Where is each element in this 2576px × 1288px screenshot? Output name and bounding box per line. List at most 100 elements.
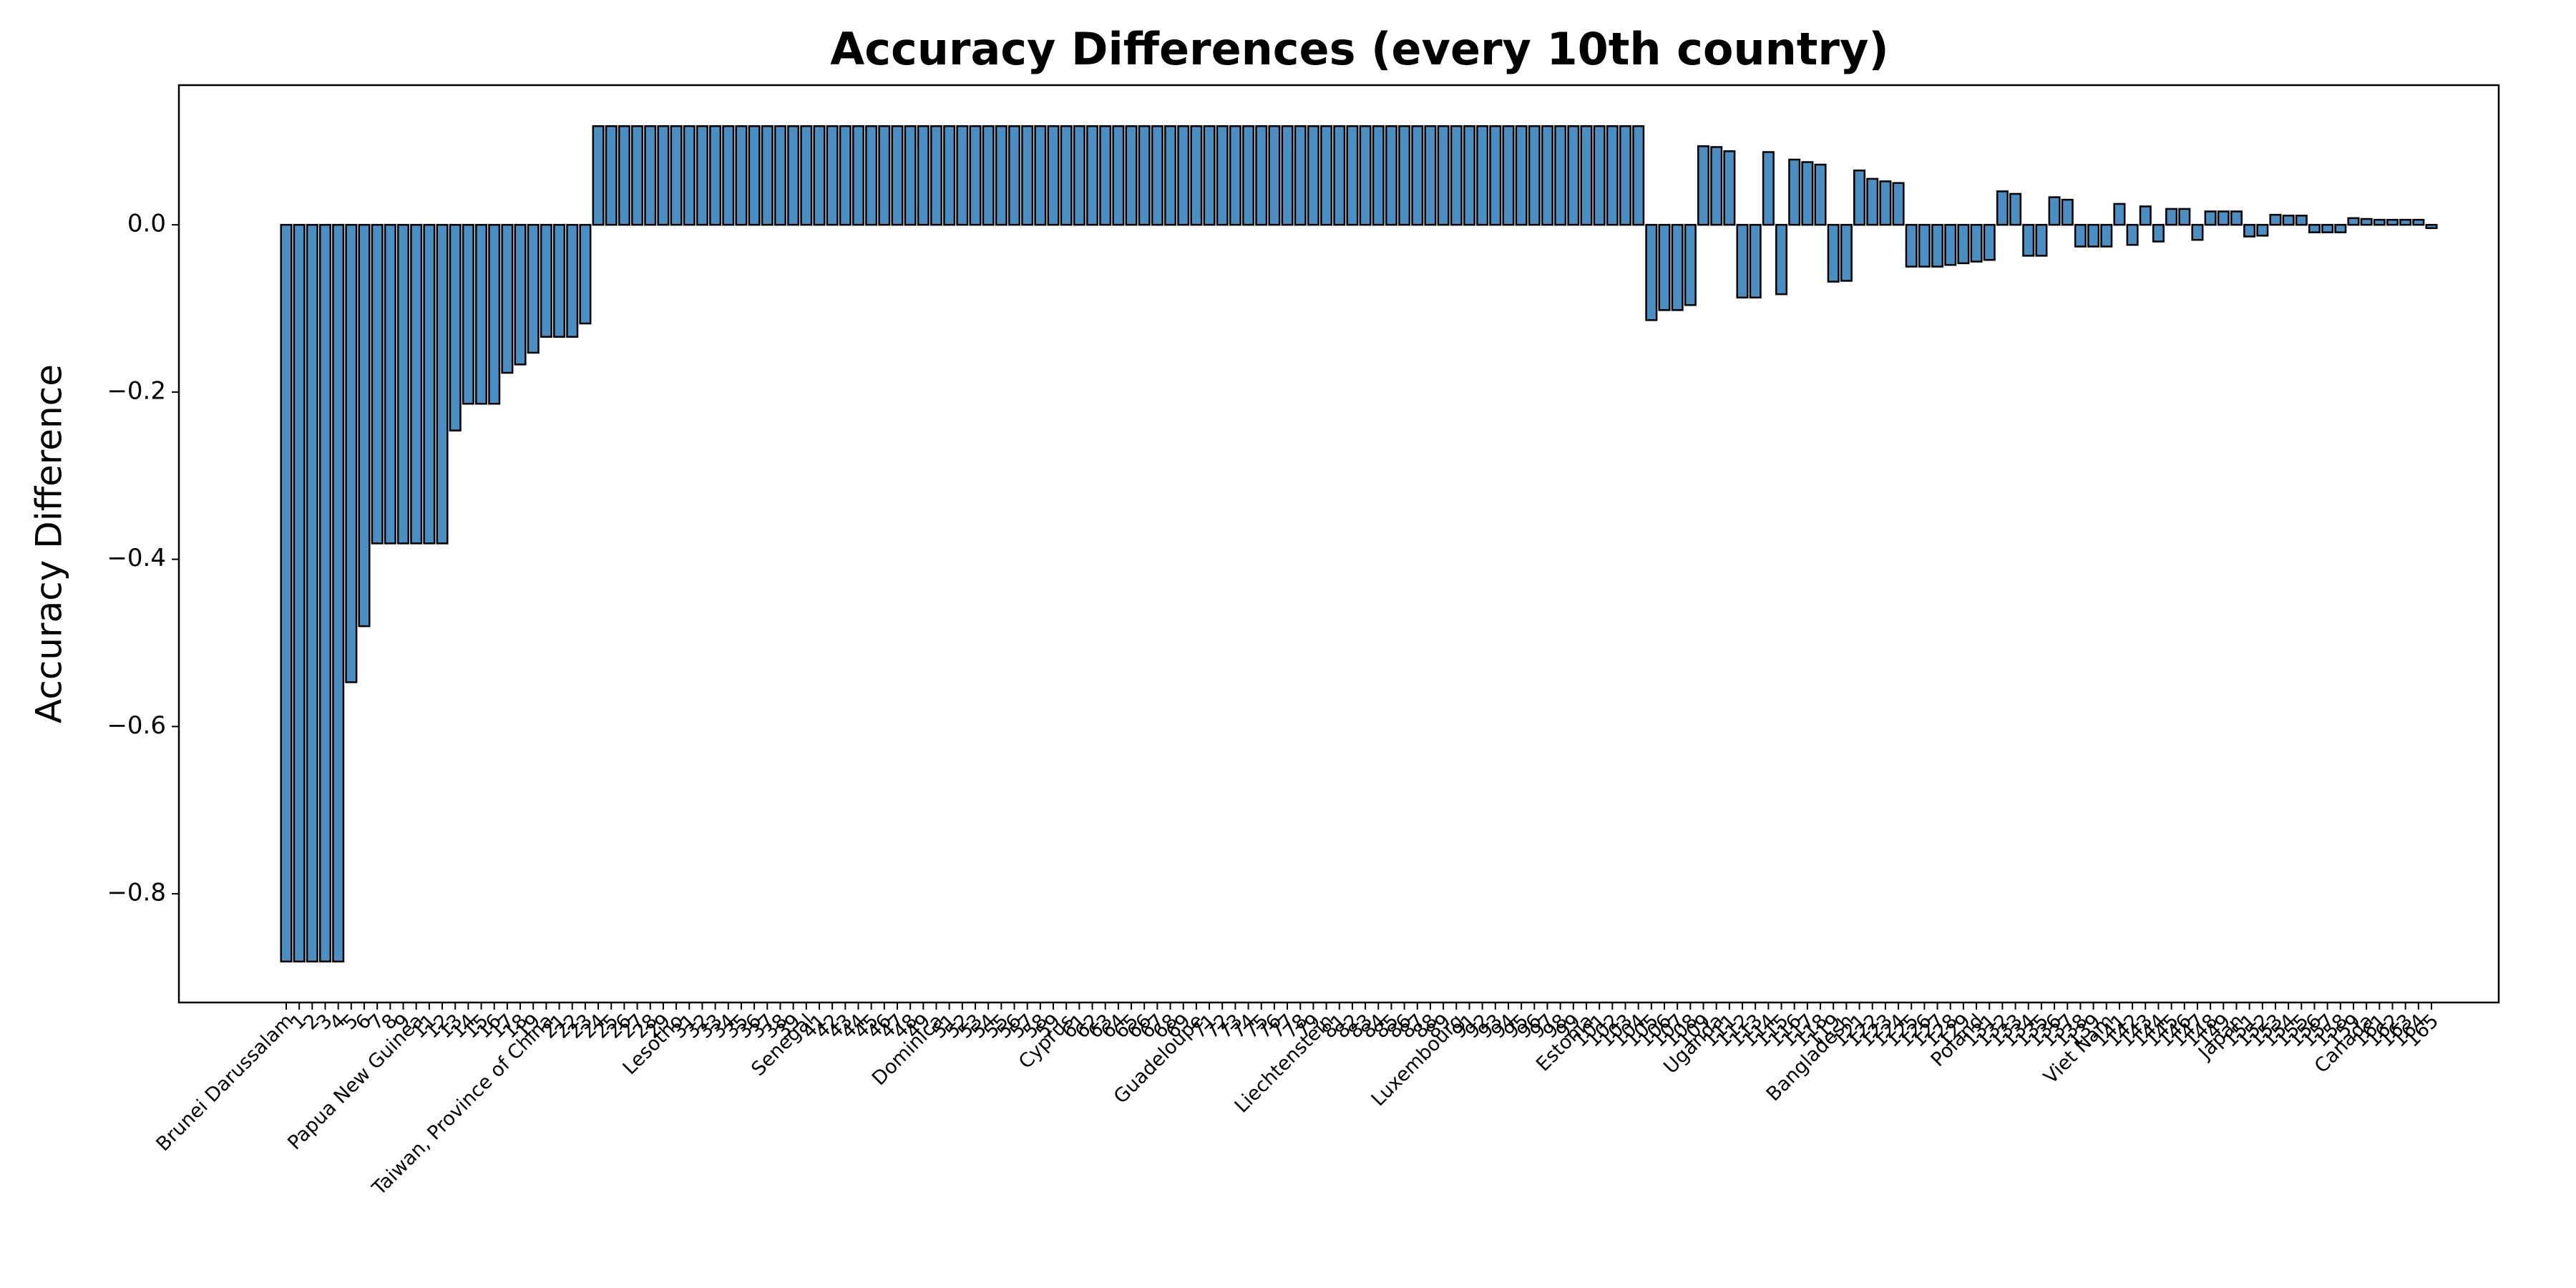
- bar: [1944, 223, 1957, 266]
- bar: [436, 223, 449, 545]
- bar: [865, 125, 878, 226]
- bar: [761, 125, 774, 226]
- chart-title: Accuracy Differences (every 10th country…: [830, 23, 1889, 75]
- bar: [592, 125, 605, 226]
- y-tick-label: −0.2: [107, 376, 166, 405]
- bar: [839, 125, 852, 226]
- bar: [1489, 125, 1502, 226]
- bar: [904, 125, 917, 226]
- bar: [2048, 196, 2061, 226]
- bar: [982, 125, 995, 226]
- bar: [657, 125, 670, 226]
- bar: [1424, 125, 1437, 226]
- bar: [540, 223, 552, 338]
- bar: [371, 223, 384, 545]
- bar: [1541, 125, 1553, 226]
- bar: [1502, 125, 1515, 226]
- bar: [384, 223, 396, 545]
- bar: [722, 125, 735, 226]
- bar: [1762, 151, 1775, 226]
- bar: [1983, 223, 1996, 261]
- bar: [1008, 125, 1021, 226]
- bar: [318, 223, 332, 962]
- bar: [1606, 125, 1619, 226]
- bar: [1528, 125, 1541, 226]
- x-tick-label: Brunei Darussalam: [152, 1010, 298, 1156]
- bar: [800, 125, 813, 226]
- bar: [1151, 125, 1163, 226]
- bar: [2308, 223, 2321, 233]
- y-axis-label: Accuracy Difference: [29, 364, 70, 723]
- bar: [1684, 223, 1697, 306]
- bar: [891, 125, 904, 226]
- bar: [1099, 125, 1112, 226]
- bar: [1177, 125, 1190, 226]
- bar: [1385, 125, 1397, 226]
- bar: [683, 125, 696, 226]
- bar: [618, 125, 630, 226]
- bar: [1775, 223, 1788, 296]
- bar: [917, 125, 930, 226]
- y-tick-label: −0.6: [107, 711, 166, 740]
- bar: [1840, 223, 1853, 282]
- bar: [514, 223, 527, 366]
- bar: [2295, 215, 2308, 226]
- bar: [1853, 169, 1866, 226]
- bar: [1047, 125, 1060, 226]
- bar: [1996, 190, 2009, 226]
- bar: [1034, 125, 1047, 226]
- bar: [995, 125, 1008, 226]
- bar: [696, 125, 708, 226]
- bar: [2100, 223, 2113, 248]
- y-tick-label: −0.4: [107, 544, 166, 572]
- bar: [2282, 215, 2295, 226]
- bar: [774, 125, 786, 226]
- bar: [670, 125, 683, 226]
- bar: [735, 125, 748, 226]
- bar: [1476, 125, 1489, 226]
- bar: [748, 125, 761, 226]
- bar: [1060, 125, 1073, 226]
- bar: [2386, 218, 2399, 226]
- bar: [1957, 223, 1970, 265]
- bar: [2425, 223, 2438, 230]
- bar: [2113, 203, 2126, 226]
- bar: [852, 125, 864, 226]
- bar: [1359, 125, 1372, 226]
- bar: [943, 125, 956, 226]
- bar: [1320, 125, 1333, 226]
- bar: [2243, 223, 2256, 238]
- bar: [1398, 125, 1411, 226]
- bar: [1216, 125, 1229, 226]
- bar: [1905, 223, 1918, 268]
- bar: [2035, 223, 2048, 257]
- bar: [1294, 125, 1307, 226]
- bar: [1931, 223, 1944, 268]
- bar: [930, 125, 943, 226]
- y-tick-label: 0.0: [127, 210, 166, 238]
- bar: [631, 125, 644, 226]
- bar: [1138, 125, 1151, 226]
- bar: [1879, 180, 1892, 226]
- bar: [1086, 125, 1099, 226]
- bar: [1645, 223, 1658, 321]
- bar: [2087, 223, 2100, 248]
- bar: [1593, 125, 1606, 226]
- bar: [787, 125, 800, 226]
- bar: [501, 223, 514, 374]
- bar: [1242, 125, 1255, 226]
- bar: [2152, 223, 2165, 243]
- bar: [2022, 223, 2035, 257]
- bar: [1554, 125, 1567, 226]
- bar: [1866, 177, 1879, 226]
- bar: [1723, 150, 1736, 226]
- bar: [1658, 223, 1671, 311]
- bar: [1112, 125, 1125, 226]
- bar: [2347, 217, 2360, 226]
- bar: [2334, 223, 2347, 233]
- bar: [1749, 223, 1762, 299]
- bar: [1671, 223, 1684, 311]
- bar: [397, 223, 410, 545]
- bar: [1411, 125, 1424, 226]
